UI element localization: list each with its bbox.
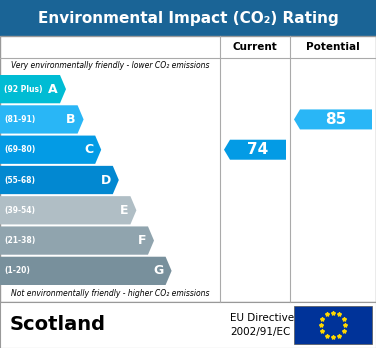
- Polygon shape: [0, 196, 136, 224]
- Text: Environmental Impact (CO₂) Rating: Environmental Impact (CO₂) Rating: [38, 10, 338, 25]
- Text: G: G: [153, 264, 164, 277]
- Text: Not environmentally friendly - higher CO₂ emissions: Not environmentally friendly - higher CO…: [11, 290, 209, 299]
- Text: Scotland: Scotland: [10, 316, 106, 334]
- Text: F: F: [138, 234, 146, 247]
- Text: (1-20): (1-20): [4, 266, 30, 275]
- FancyBboxPatch shape: [0, 0, 376, 36]
- Text: Very environmentally friendly - lower CO₂ emissions: Very environmentally friendly - lower CO…: [11, 62, 209, 71]
- Bar: [294, 306, 372, 344]
- Text: B: B: [66, 113, 76, 126]
- Polygon shape: [0, 257, 171, 285]
- Polygon shape: [0, 227, 154, 255]
- Text: 74: 74: [247, 142, 268, 157]
- Text: (92 Plus): (92 Plus): [4, 85, 42, 94]
- Bar: [0, 36, 376, 302]
- Text: Potential: Potential: [306, 42, 360, 52]
- Text: A: A: [49, 82, 58, 96]
- Text: Current: Current: [233, 42, 277, 52]
- Text: D: D: [100, 174, 111, 187]
- Polygon shape: [0, 105, 83, 134]
- Text: (21-38): (21-38): [4, 236, 35, 245]
- Text: E: E: [120, 204, 128, 217]
- Text: (55-68): (55-68): [4, 175, 35, 184]
- Polygon shape: [0, 166, 119, 194]
- Polygon shape: [0, 136, 101, 164]
- Polygon shape: [0, 75, 66, 103]
- Text: 85: 85: [325, 112, 347, 127]
- Text: EU Directive
2002/91/EC: EU Directive 2002/91/EC: [230, 314, 294, 337]
- Text: (39-54): (39-54): [4, 206, 35, 215]
- Text: (69-80): (69-80): [4, 145, 35, 154]
- Text: C: C: [84, 143, 93, 156]
- Text: (81-91): (81-91): [4, 115, 35, 124]
- Polygon shape: [224, 140, 286, 160]
- Bar: [0, 302, 376, 348]
- Polygon shape: [294, 109, 372, 129]
